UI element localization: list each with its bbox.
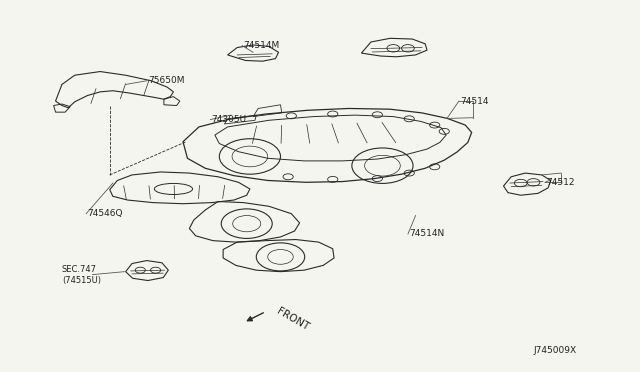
Text: SEC.747: SEC.747 (62, 264, 97, 273)
Text: 75650M: 75650M (148, 76, 184, 85)
Text: 74512: 74512 (546, 178, 575, 187)
Text: J745009X: J745009X (534, 346, 577, 355)
Text: 74305U: 74305U (212, 115, 247, 124)
Text: 74514M: 74514M (244, 41, 280, 50)
Text: 74546Q: 74546Q (88, 209, 123, 218)
Text: 74514: 74514 (460, 97, 489, 106)
Text: 74514N: 74514N (409, 230, 444, 238)
Text: FRONT: FRONT (275, 306, 311, 332)
Text: (74515U): (74515U) (62, 276, 101, 285)
